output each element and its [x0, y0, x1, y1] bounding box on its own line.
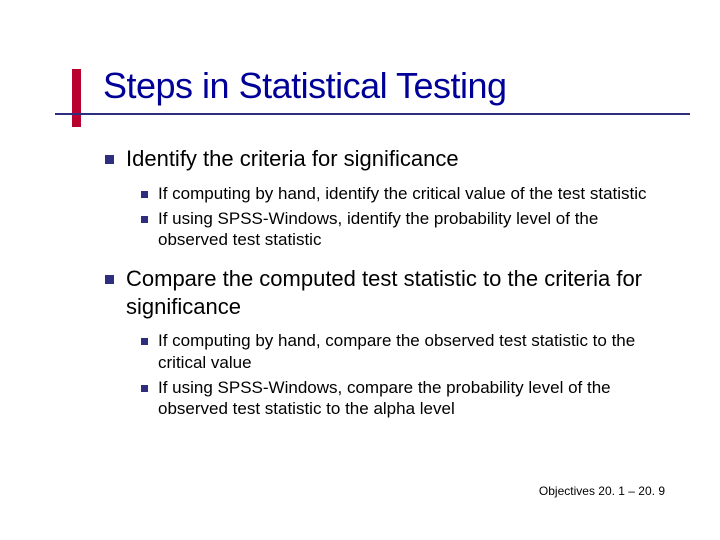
list-item: If using SPSS-Windows, identify the prob… [141, 208, 660, 251]
sub-bullet-list: If computing by hand, compare the observ… [141, 330, 660, 419]
list-item-text: If using SPSS-Windows, identify the prob… [158, 208, 660, 251]
square-bullet-icon [141, 191, 148, 198]
square-bullet-icon [141, 338, 148, 345]
footer-text: Objectives 20. 1 – 20. 9 [539, 484, 665, 498]
square-bullet-icon [141, 385, 148, 392]
bullet-list: Identify the criteria for significance I… [105, 145, 660, 419]
slide-content: Identify the criteria for significance I… [55, 145, 680, 419]
list-item-text: If using SPSS-Windows, compare the proba… [158, 377, 660, 420]
list-item-text: Compare the computed test statistic to t… [126, 265, 660, 320]
title-underline [55, 113, 690, 115]
list-item-text: If computing by hand, identify the criti… [158, 183, 647, 204]
title-block: Steps in Statistical Testing [55, 65, 680, 115]
square-bullet-icon [105, 155, 114, 164]
list-item: If using SPSS-Windows, compare the proba… [141, 377, 660, 420]
list-item: If computing by hand, compare the observ… [141, 330, 660, 373]
slide-title: Steps in Statistical Testing [55, 65, 680, 113]
square-bullet-icon [105, 275, 114, 284]
list-item-text: Identify the criteria for significance [126, 145, 459, 173]
list-item: Compare the computed test statistic to t… [105, 265, 660, 419]
list-item: If computing by hand, identify the criti… [141, 183, 660, 204]
slide: Steps in Statistical Testing Identify th… [0, 0, 720, 540]
list-item: Identify the criteria for significance I… [105, 145, 660, 250]
list-item-text: If computing by hand, compare the observ… [158, 330, 660, 373]
sub-bullet-list: If computing by hand, identify the criti… [141, 183, 660, 251]
square-bullet-icon [141, 216, 148, 223]
